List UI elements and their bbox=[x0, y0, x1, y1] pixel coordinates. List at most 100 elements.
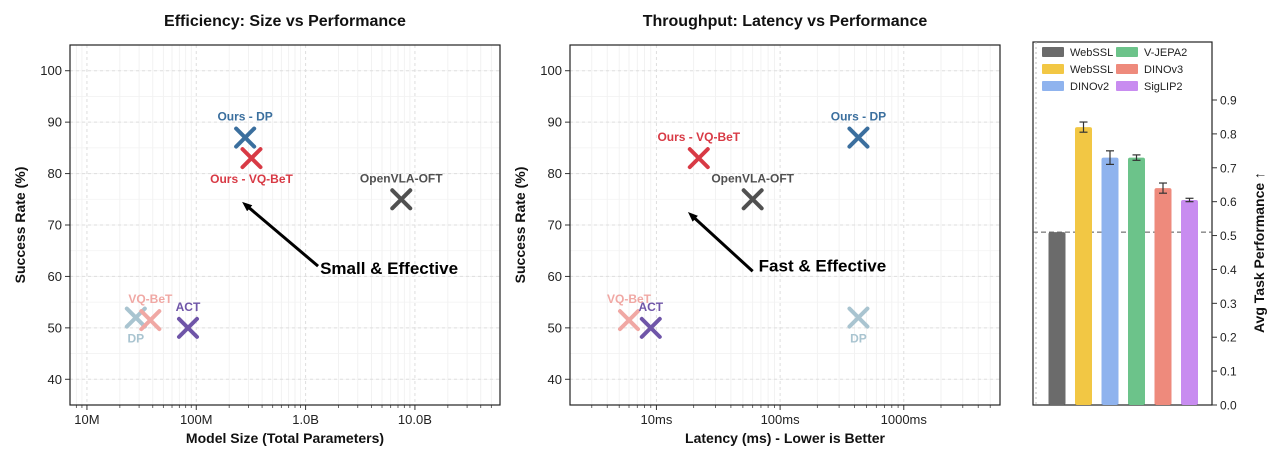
point-marker bbox=[639, 316, 662, 339]
scatter-point-openvla-oft: OpenVLA-OFT bbox=[711, 171, 795, 211]
bar-y-tick-label: 0.6 bbox=[1220, 195, 1237, 209]
point-marker bbox=[618, 309, 641, 332]
bar-frame bbox=[1032, 41, 1213, 406]
point-marker bbox=[741, 188, 764, 211]
chart-title: Efficiency: Size vs Performance bbox=[164, 13, 406, 30]
point-label: Ours - DP bbox=[831, 110, 886, 124]
y-tick-label: 90 bbox=[548, 115, 562, 130]
bar-y-axis-label: Avg Task Performance ↑ bbox=[1251, 172, 1267, 333]
x-tick-label: 1.0B bbox=[292, 412, 319, 427]
scatter-point-ours-dp: Ours - DP bbox=[831, 110, 886, 149]
scatter-point-act: ACT bbox=[176, 300, 201, 339]
x-tick-label: 1000ms bbox=[881, 412, 928, 427]
point-marker bbox=[847, 306, 870, 329]
annotation-text: Fast & Effective bbox=[759, 256, 887, 275]
y-tick-label: 50 bbox=[48, 320, 62, 335]
legend-label: DINOv2 bbox=[1070, 81, 1109, 93]
y-tick-label: 60 bbox=[48, 269, 62, 284]
point-label: DP bbox=[127, 332, 144, 346]
y-tick-label: 40 bbox=[548, 372, 562, 387]
point-label: OpenVLA-OFT bbox=[711, 171, 794, 185]
y-tick-label: 80 bbox=[548, 166, 562, 181]
y-tick-label: 90 bbox=[48, 115, 62, 130]
bar-y-tick-label: 0.1 bbox=[1220, 365, 1237, 379]
legend-swatch bbox=[1042, 81, 1064, 91]
bar-y-tick-label: 0.2 bbox=[1220, 331, 1237, 345]
chart-title: Throughput: Latency vs Performance bbox=[643, 13, 928, 30]
annotation-text: Small & Effective bbox=[320, 259, 458, 278]
scatter-point-ours-vq-bet: Ours - VQ-BeT bbox=[657, 130, 741, 170]
y-tick-label: 60 bbox=[548, 269, 562, 284]
scatter-point-ours-dp: Ours - DP bbox=[217, 110, 273, 149]
legend-label: WebSSL bbox=[1070, 64, 1113, 76]
bar-y-tick-label: 0.7 bbox=[1220, 161, 1237, 175]
bar-dinov2 bbox=[1101, 157, 1119, 405]
plot-frame bbox=[569, 44, 1001, 406]
legend-swatch bbox=[1116, 47, 1138, 57]
point-label: DP bbox=[850, 332, 867, 346]
legend-swatch bbox=[1042, 64, 1064, 74]
point-label: ACT bbox=[176, 300, 201, 314]
y-tick-label: 70 bbox=[548, 218, 562, 233]
x-tick-label: 100M bbox=[180, 412, 213, 427]
y-axis-label: Success Rate (%) bbox=[12, 167, 28, 284]
legend-swatch bbox=[1116, 81, 1138, 91]
scatter-point-dp: DP bbox=[124, 306, 147, 346]
bar-dinov3 bbox=[1154, 188, 1172, 405]
scatter-panel-0: 40 50 60 70 80 90 100 10M 100M 1.0B 10.0B Efficienc… bbox=[12, 13, 501, 446]
point-marker bbox=[139, 309, 162, 332]
scatter-point-openvla-oft: OpenVLA-OFT bbox=[360, 171, 443, 211]
point-marker bbox=[240, 147, 263, 170]
scatter-point-ours-vq-bet: Ours - VQ-BeT bbox=[210, 147, 293, 186]
point-marker bbox=[687, 147, 710, 170]
bar-y-tick-label: 0.9 bbox=[1220, 94, 1237, 108]
bar-y-tick-label: 0.3 bbox=[1220, 297, 1237, 311]
point-label: VQ-BeT bbox=[607, 292, 652, 306]
scatter-point-act: ACT bbox=[638, 300, 664, 339]
point-marker bbox=[390, 188, 413, 211]
x-tick-label: 100ms bbox=[761, 412, 801, 427]
y-tick-label: 100 bbox=[40, 63, 62, 78]
scatter-point-dp: DP bbox=[847, 306, 870, 346]
point-label: VQ-BeT bbox=[128, 292, 173, 306]
y-axis-label: Success Rate (%) bbox=[512, 167, 528, 284]
scatter-panel-1: 40 50 60 70 80 90 100 10ms 100ms 1000ms Throughput… bbox=[512, 13, 1001, 446]
y-tick-label: 100 bbox=[540, 63, 562, 78]
x-tick-label: 10ms bbox=[641, 412, 673, 427]
point-marker bbox=[234, 126, 257, 149]
y-tick-label: 40 bbox=[48, 372, 62, 387]
annotation-arrow bbox=[242, 201, 320, 268]
scatter-point-vq-bet: VQ-BeT bbox=[128, 292, 173, 332]
point-label: Ours - VQ-BeT bbox=[657, 130, 740, 144]
x-axis-label: Model Size (Total Parameters) bbox=[186, 430, 384, 446]
legend-label: DINOv3 bbox=[1144, 64, 1183, 76]
point-marker bbox=[176, 316, 199, 339]
legend-swatch bbox=[1042, 47, 1064, 57]
legend-label: V-JEPA2 bbox=[1144, 47, 1187, 59]
bar-y-tick-label: 0.5 bbox=[1220, 229, 1237, 243]
y-tick-label: 70 bbox=[48, 218, 62, 233]
bar-v-jepa2 bbox=[1128, 157, 1145, 405]
plot-frame bbox=[69, 44, 501, 406]
point-label: Ours - DP bbox=[217, 110, 272, 124]
bar-siglip2 bbox=[1181, 199, 1198, 405]
point-label: ACT bbox=[638, 300, 663, 314]
bar-y-tick-label: 0.0 bbox=[1220, 399, 1237, 413]
bar-webssl-cls bbox=[1048, 232, 1066, 405]
scatter-point-vq-bet: VQ-BeT bbox=[607, 292, 652, 332]
x-axis-label: Latency (ms) - Lower is Better bbox=[685, 430, 885, 446]
bar-webssl bbox=[1075, 127, 1092, 405]
point-label: Ours - VQ-BeT bbox=[210, 172, 293, 186]
point-marker bbox=[847, 126, 870, 149]
legend-swatch bbox=[1116, 64, 1138, 74]
x-tick-label: 10.0B bbox=[398, 412, 432, 427]
bar-y-tick-label: 0.8 bbox=[1220, 127, 1237, 141]
y-tick-label: 80 bbox=[48, 166, 62, 181]
point-label: OpenVLA-OFT bbox=[360, 171, 443, 185]
annotation-arrow bbox=[687, 212, 754, 273]
y-tick-label: 50 bbox=[548, 320, 562, 335]
bar-y-tick-label: 0.4 bbox=[1220, 263, 1237, 277]
legend-label: SigLIP2 bbox=[1144, 81, 1183, 93]
